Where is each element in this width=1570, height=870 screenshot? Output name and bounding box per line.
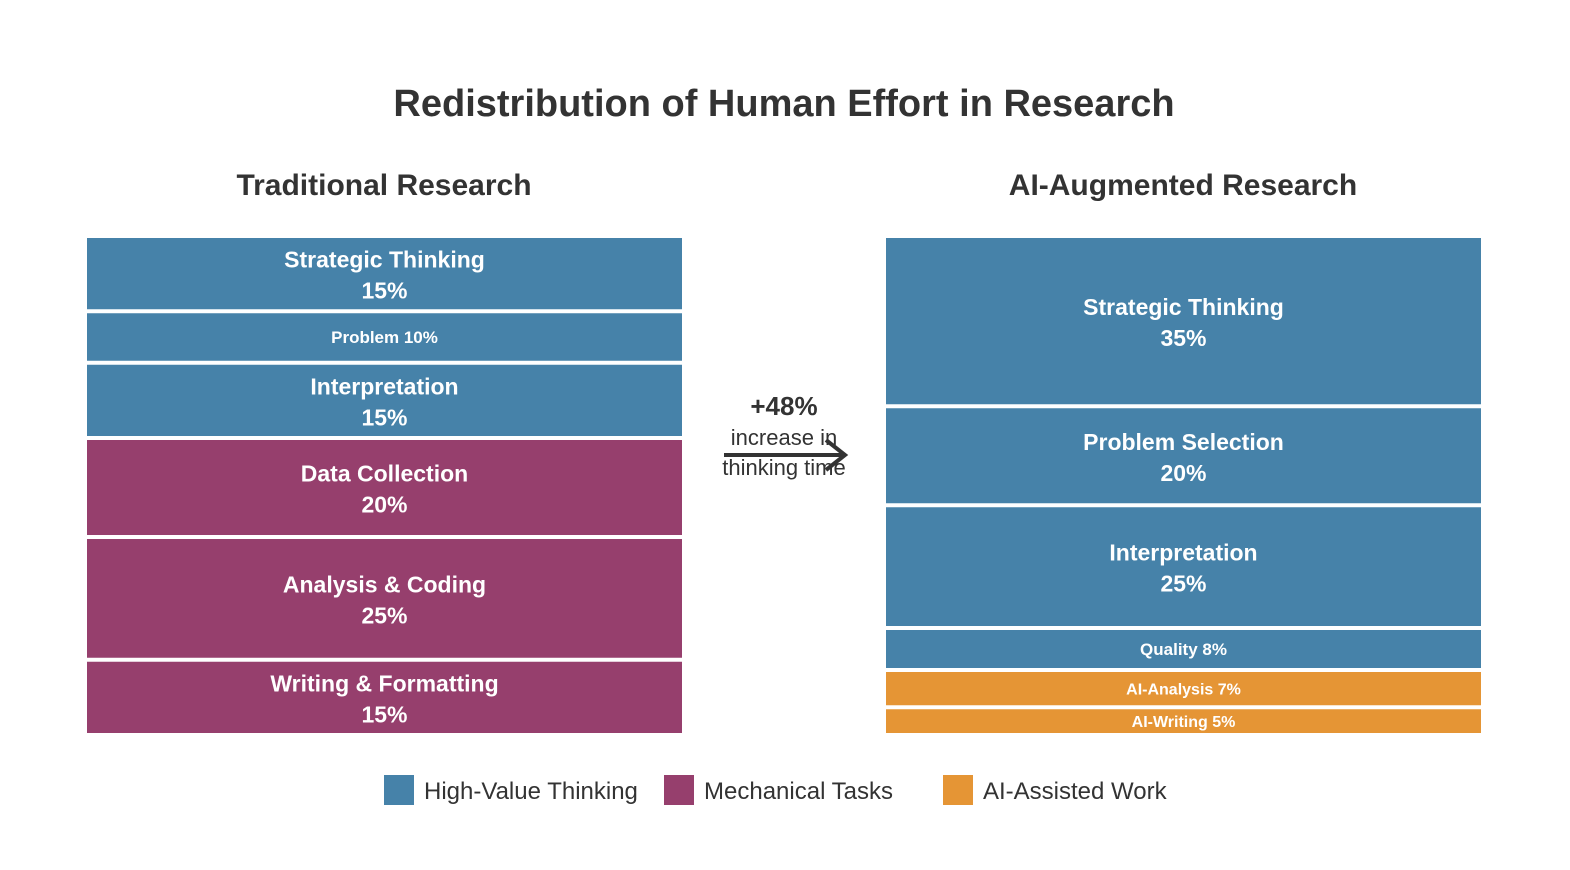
- legend-label: High-Value Thinking: [424, 778, 638, 805]
- segment-value-label: 25%: [1160, 571, 1206, 597]
- callout-value: +48%: [750, 391, 817, 421]
- bar-segment: [87, 440, 682, 535]
- legend: High-Value Thinking Mechanical Tasks AI-As…: [384, 775, 1168, 805]
- segment-label: Strategic Thinking: [1083, 294, 1284, 320]
- legend-label: Mechanical Tasks: [704, 778, 893, 805]
- segment-label: Problem 10%: [331, 328, 438, 347]
- callout-line-2: thinking time: [722, 455, 846, 480]
- stacked-bars: Strategic Thinking 15% Problem 10% Interpre…: [87, 238, 1481, 733]
- chart-title: Redistribution of Human Effort in Resear…: [393, 83, 1174, 125]
- segment-value-label: 25%: [361, 602, 407, 628]
- panel-title-ai-augmented: AI-Augmented Research: [1009, 169, 1357, 202]
- legend-swatch: [664, 775, 694, 805]
- bar-segment: [886, 630, 1481, 668]
- bar-segment: [87, 313, 682, 361]
- segment-label: Data Collection: [301, 461, 468, 487]
- legend-swatch: [943, 775, 973, 805]
- legend-label: AI-Assisted Work: [983, 778, 1168, 805]
- bar-segment: [886, 238, 1481, 405]
- segment-label: Quality 8%: [1140, 640, 1227, 659]
- segment-label: Interpretation: [310, 373, 458, 399]
- bar-segment: [87, 238, 682, 310]
- segment-value-label: 20%: [1160, 460, 1206, 486]
- segment-label: Interpretation: [1109, 540, 1257, 566]
- panel-title-traditional: Traditional Research: [236, 169, 531, 202]
- segment-value-label: 20%: [361, 492, 407, 518]
- segment-value-label: 35%: [1160, 325, 1206, 351]
- segment-label: Problem Selection: [1083, 429, 1284, 455]
- bar-segment: [886, 709, 1481, 733]
- bar-segment: [87, 661, 682, 733]
- segment-label: AI-Analysis 7%: [1126, 681, 1241, 698]
- bar-segment: [87, 539, 682, 658]
- segment-value-label: 15%: [361, 278, 407, 304]
- increase-callout: +48% increase in thinking time: [722, 391, 849, 480]
- legend-swatch: [384, 775, 414, 805]
- bar-segment: [886, 672, 1481, 706]
- segment-label: AI-Writing 5%: [1132, 714, 1236, 731]
- callout-line-1: increase in: [731, 425, 837, 450]
- segment-value-label: 15%: [361, 404, 407, 430]
- bar-segment: [886, 408, 1481, 504]
- segment-label: Analysis & Coding: [283, 571, 486, 597]
- segment-label: Writing & Formatting: [270, 670, 498, 696]
- segment-value-label: 15%: [361, 701, 407, 727]
- arrow-icon: [824, 438, 849, 472]
- segment-label: Strategic Thinking: [284, 247, 485, 273]
- bar-segment: [87, 364, 682, 436]
- bar-segment: [886, 507, 1481, 626]
